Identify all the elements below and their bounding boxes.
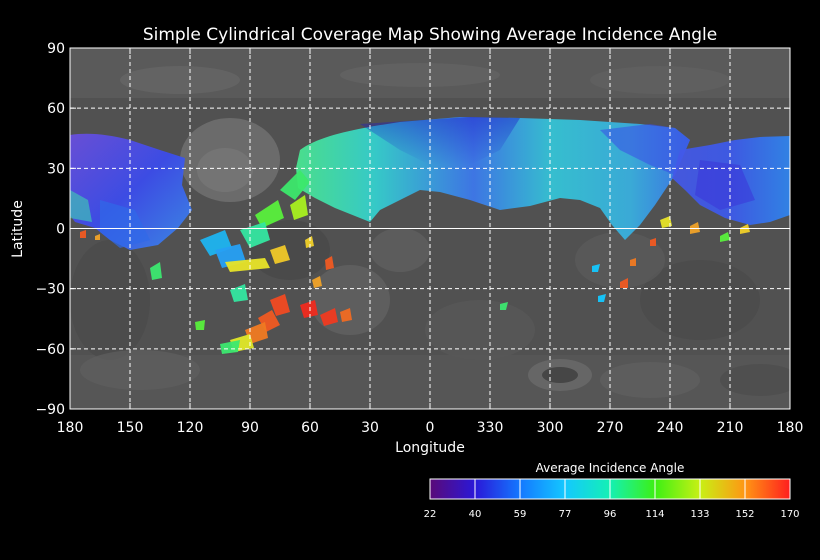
y-tick-label: −60 [35,342,65,358]
x-tick-label: 330 [477,420,504,436]
colorbar-tick-label: 114 [645,509,664,520]
x-tick-label: 90 [241,420,259,436]
x-tick-label: 150 [117,420,144,436]
y-tick-label: −30 [35,282,65,298]
colorbar-tick-label: 96 [604,509,617,520]
colorbar-tick-label: 133 [690,509,709,520]
map-gridlines [70,48,790,409]
colorbar-tick-label: 22 [424,509,437,520]
colorbar-tick-label: 77 [559,509,572,520]
axis-ticks: 180 150 120 90 60 30 0 330 300 270 240 210 180906030… [35,41,803,436]
colorbar-title: Average Incidence Angle [536,461,685,475]
x-tick-label: 120 [177,420,204,436]
x-tick-label: 180 [57,420,84,436]
colorbar-ticks: 22 40 59 77 96 114 133 152 170 [424,479,800,520]
colorbar-tick-label: 40 [469,509,482,520]
x-tick-label: 210 [717,420,744,436]
colorbar-tick-label: 170 [780,509,799,520]
coverage-region-center [296,117,690,240]
y-axis-label: Latitude [10,200,26,258]
colorbar: Average Incidence Angle 22 40 59 77 96 114 133… [424,461,800,520]
y-tick-label: 30 [47,161,65,177]
colorbar-tick-label: 152 [735,509,754,520]
x-tick-label: 240 [657,420,684,436]
x-tick-label: 180 [777,420,804,436]
coverage-region-left [70,133,192,250]
y-tick-label: 60 [47,101,65,117]
coverage-region-right [672,136,790,225]
y-tick-label: 90 [47,41,65,57]
y-tick-label: 0 [56,222,65,238]
y-tick-label: −90 [35,402,65,418]
x-tick-label: 270 [597,420,624,436]
x-tick-label: 0 [426,420,435,436]
chart-title: Simple Cylindrical Coverage Map Showing … [143,25,717,45]
colorbar-tick-label: 59 [514,509,527,520]
x-axis-label: Longitude [395,440,465,456]
map-surface [70,48,790,409]
x-tick-label: 300 [537,420,564,436]
scattered-coverage-patches [80,170,750,354]
x-tick-label: 30 [361,420,379,436]
x-tick-label: 60 [301,420,319,436]
